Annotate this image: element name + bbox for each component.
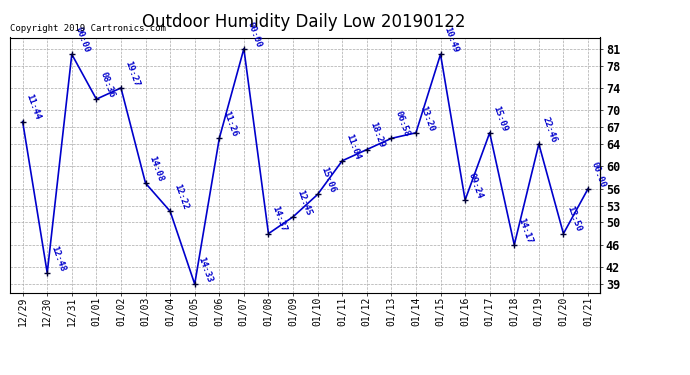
Text: 11:04: 11:04 [344, 132, 362, 160]
Text: 08:36: 08:36 [99, 70, 116, 99]
Text: 15:09: 15:09 [492, 104, 509, 132]
Text: 13:20: 13:20 [418, 104, 435, 132]
Text: 10:49: 10:49 [442, 26, 460, 54]
Text: Outdoor Humidity Daily Low 20190122: Outdoor Humidity Daily Low 20190122 [142, 13, 465, 31]
Text: Humidity  (%): Humidity (%) [544, 25, 625, 35]
Text: 12:22: 12:22 [172, 183, 190, 211]
Text: 00:00: 00:00 [590, 160, 608, 189]
Text: 11:44: 11:44 [25, 93, 42, 122]
Text: 14:33: 14:33 [197, 255, 215, 284]
Text: 00:00: 00:00 [246, 20, 264, 48]
Text: 19:27: 19:27 [123, 59, 141, 88]
Text: 12:48: 12:48 [49, 244, 67, 273]
Text: 14:37: 14:37 [270, 205, 288, 233]
Text: 18:29: 18:29 [368, 121, 386, 149]
Text: 12:45: 12:45 [295, 188, 313, 217]
Text: 13:50: 13:50 [565, 205, 583, 233]
Text: 22:46: 22:46 [541, 116, 558, 144]
Text: 14:17: 14:17 [516, 216, 534, 244]
Text: Copyright 2019 Cartronics.com: Copyright 2019 Cartronics.com [10, 24, 166, 33]
Text: 06:58: 06:58 [393, 110, 411, 138]
Text: 15:06: 15:06 [319, 166, 337, 194]
Text: 09:24: 09:24 [467, 171, 484, 200]
Text: 14:08: 14:08 [148, 154, 165, 183]
Text: 11:26: 11:26 [221, 110, 239, 138]
Text: 00:00: 00:00 [74, 26, 91, 54]
